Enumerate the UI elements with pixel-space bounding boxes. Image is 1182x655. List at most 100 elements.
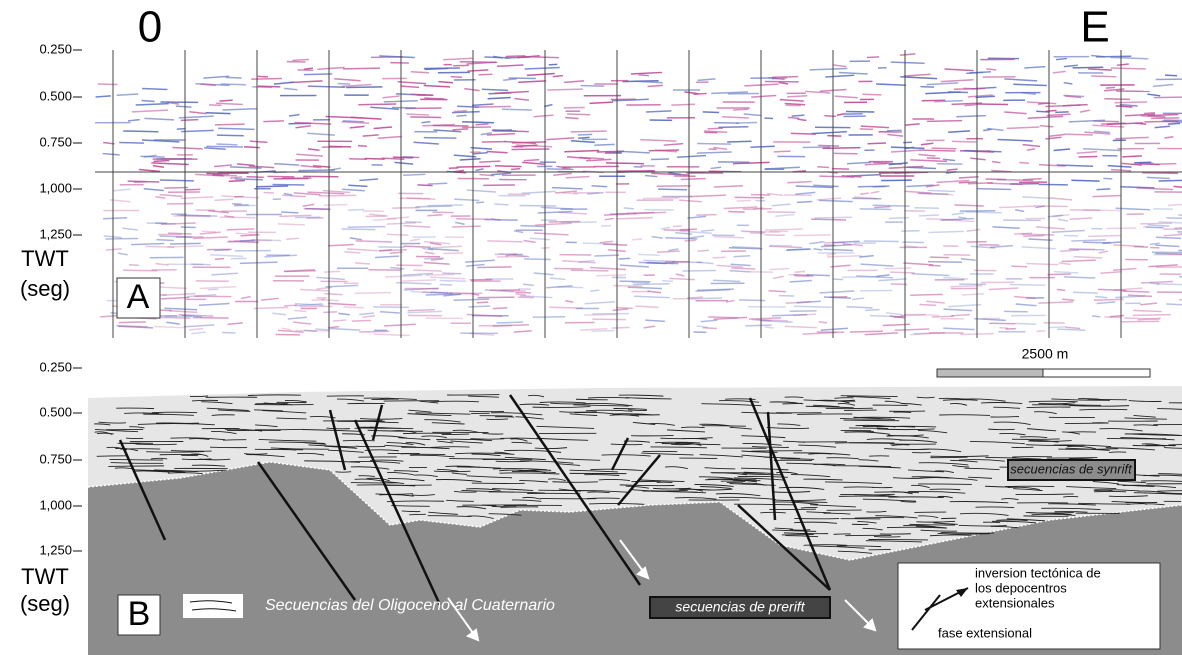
reflector	[751, 272, 774, 273]
reflector	[216, 103, 243, 104]
reflector	[344, 307, 364, 308]
reflector	[1023, 235, 1044, 236]
reflector	[1088, 69, 1112, 70]
reflector	[454, 111, 467, 112]
reflector	[203, 76, 229, 78]
reflector	[432, 212, 453, 213]
reflector	[1058, 219, 1068, 221]
reflector	[1062, 299, 1074, 300]
reflector	[430, 277, 465, 279]
reflector	[590, 290, 599, 291]
reflector	[503, 79, 517, 81]
reflector	[714, 237, 744, 238]
reflector	[438, 82, 453, 83]
reflector	[1110, 57, 1148, 58]
reflector	[703, 112, 719, 113]
reflector	[1141, 282, 1173, 284]
reflector	[156, 240, 173, 241]
reflector	[644, 260, 677, 261]
reflector	[590, 268, 626, 270]
reflector	[356, 241, 393, 242]
reflector	[164, 188, 188, 189]
reflector	[518, 81, 546, 82]
reflector	[904, 314, 939, 315]
reflector	[1056, 59, 1067, 60]
reflector	[293, 322, 311, 324]
reflector	[567, 114, 590, 115]
reflector	[846, 111, 874, 112]
reflector	[948, 131, 970, 132]
reflector	[798, 119, 807, 120]
reflector	[1106, 87, 1115, 88]
reflector	[772, 204, 791, 206]
axis-title: (seg)	[20, 276, 70, 301]
reflector	[1064, 277, 1095, 278]
reflector	[832, 169, 849, 170]
reflector	[217, 135, 244, 136]
reflector	[465, 260, 495, 262]
reflector	[850, 331, 883, 332]
reflector	[462, 127, 491, 128]
prerift-label: secuencias de prerift	[675, 599, 805, 615]
reflector	[98, 84, 118, 85]
reflector	[1026, 263, 1058, 264]
reflector	[440, 284, 453, 285]
reflector	[624, 208, 634, 209]
reflector	[362, 316, 375, 318]
reflector	[155, 263, 168, 265]
reflector	[289, 115, 299, 116]
reflector	[229, 180, 245, 181]
reflector	[403, 226, 430, 228]
reflector	[1148, 225, 1170, 226]
reflector	[355, 263, 370, 264]
reflector	[878, 279, 906, 281]
reflector	[497, 256, 527, 257]
reflector	[966, 72, 991, 74]
reflector	[894, 412, 912, 413]
reflector	[620, 265, 649, 267]
reflector	[251, 78, 282, 79]
y-tick-label: 0.500	[39, 404, 72, 419]
reflector	[1074, 257, 1103, 258]
reflector	[497, 65, 524, 66]
reflector	[858, 186, 890, 187]
reflector	[887, 134, 903, 136]
reflector	[779, 82, 788, 84]
reflector	[661, 227, 670, 229]
reflector	[181, 215, 218, 216]
reflector	[364, 159, 384, 160]
reflector	[701, 230, 715, 231]
reflector	[334, 79, 360, 81]
reflector	[676, 274, 684, 276]
reflector	[1133, 310, 1162, 311]
reflector	[387, 234, 408, 235]
reflector	[167, 203, 193, 204]
reflector	[547, 89, 583, 90]
reflector	[606, 163, 644, 164]
reflector	[523, 284, 534, 285]
reflector	[820, 291, 855, 293]
reflector	[413, 270, 442, 271]
reflector	[769, 291, 786, 292]
reflector	[731, 268, 755, 269]
reflector	[1156, 237, 1181, 238]
reflector	[223, 109, 258, 110]
reflector	[1073, 292, 1098, 293]
reflector	[343, 68, 380, 69]
reflector	[788, 117, 799, 118]
reflector	[169, 311, 197, 313]
reflector	[103, 154, 120, 155]
reflector	[640, 140, 676, 141]
reflector	[690, 236, 704, 238]
reflector	[900, 54, 915, 55]
reflector	[1054, 149, 1070, 151]
reflector	[129, 265, 139, 266]
reflector	[967, 230, 980, 232]
reflector	[1159, 180, 1182, 181]
reflector	[919, 304, 936, 305]
reflector	[910, 160, 947, 162]
reflector	[355, 293, 391, 294]
reflector	[341, 122, 369, 124]
reflector	[827, 256, 862, 257]
reflector	[835, 96, 858, 98]
